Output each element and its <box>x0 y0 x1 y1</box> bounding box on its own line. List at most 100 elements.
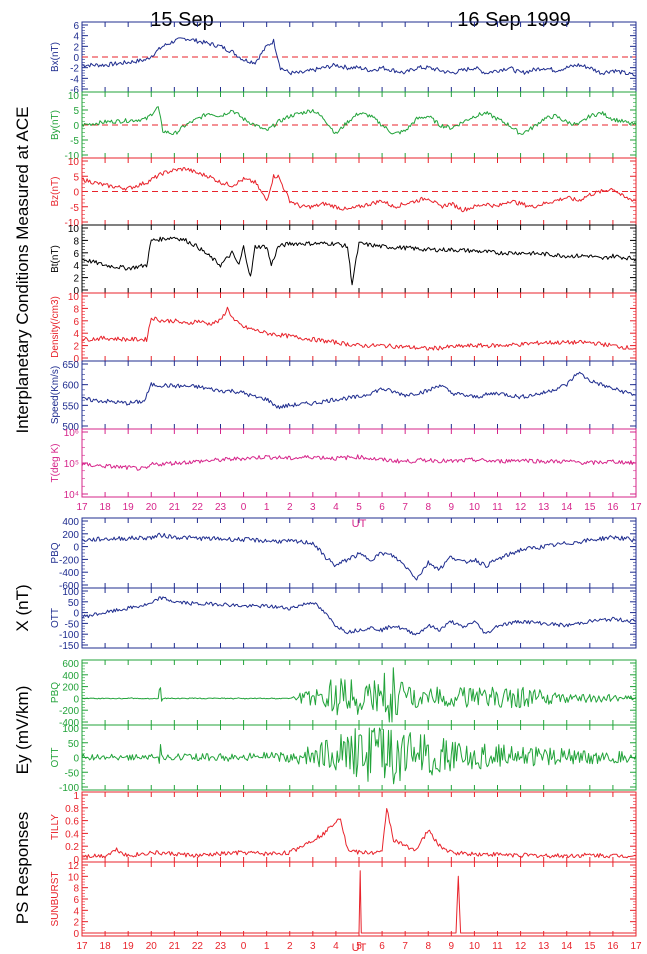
xtick-label: 13 <box>538 941 550 952</box>
ytick-label-bx: 4 <box>73 32 79 43</box>
xtick-label: 3 <box>310 941 316 952</box>
xtick-label: 11 <box>492 502 503 513</box>
xtick-label: 10 <box>469 502 481 513</box>
ytick-label-bt: 2 <box>73 274 79 285</box>
xtick-label: 9 <box>449 502 455 513</box>
series-line-temp <box>81 454 637 471</box>
group-label-ey: Ey (mV/km) <box>13 686 32 775</box>
ylabel-bt: Bt(nT) <box>50 245 61 273</box>
ytick-label-temp: 10⁶ <box>64 428 79 439</box>
x-axis-label-top: UT <box>352 518 367 530</box>
series-line-ott_ey <box>81 727 637 785</box>
series-line-bx <box>81 37 637 77</box>
series-line-density <box>81 306 636 351</box>
date-right: 16 Sep 1999 <box>457 9 570 31</box>
xtick-label: 14 <box>561 941 573 952</box>
ytick-label-bt: 4 <box>73 261 79 272</box>
series-line-bz <box>81 167 637 213</box>
ytick-label-ott_x: -100 <box>59 630 79 641</box>
ytick-label-sunburst: 8 <box>73 884 79 895</box>
ytick-label-tilly: 0.2 <box>65 842 79 853</box>
ytick-label-pbq_ey: 400 <box>62 671 79 682</box>
xtick-label: 8 <box>425 502 431 513</box>
ytick-label-density: 8 <box>73 304 79 315</box>
panel-density: 02 46 810 Density(/cm3) <box>50 292 637 365</box>
ytick-label-ott_x: 50 <box>68 598 80 609</box>
ytick-label-bz: 10 <box>68 157 80 168</box>
ytick-label-bx: -2 <box>70 64 79 75</box>
ytick-label-sunburst: 0 <box>73 929 79 940</box>
xtick-label: 17 <box>76 941 88 952</box>
ytick-label-pbq_x: 0 <box>73 543 79 554</box>
ytick-label-speed: 600 <box>62 381 79 392</box>
xtick-label: 0 <box>241 941 247 952</box>
panel-frame-speed <box>81 360 637 430</box>
ytick-label-bz: -10 <box>65 218 80 229</box>
ytick-label-by: -5 <box>70 136 79 147</box>
series-line-speed <box>81 371 637 410</box>
xtick-label: 4 <box>333 502 339 513</box>
xtick-label: 20 <box>146 502 158 513</box>
panel-frame-bt <box>81 224 637 294</box>
ytick-label-pbq_ey: 0 <box>73 694 79 705</box>
ytick-label-temp: 10⁵ <box>64 459 79 470</box>
xtick-label: 13 <box>538 502 550 513</box>
panels: -6-4-20246Bx(nT)-10-50510By(nT)-10-50510… <box>50 21 642 952</box>
ytick-label-tilly: 0.8 <box>65 804 79 815</box>
xtick-label: 19 <box>123 502 135 513</box>
xtick-label: 4 <box>333 941 339 952</box>
ytick-label-speed: 500 <box>62 422 79 433</box>
ylabel-bx: Bx(nT) <box>50 42 61 72</box>
xtick-label: 2 <box>287 502 293 513</box>
ytick-label-bt: 6 <box>73 249 79 260</box>
group-label-ps: PS Responses <box>13 812 32 924</box>
ytick-label-density: 4 <box>73 329 79 340</box>
ytick-label-pbq_ey: -400 <box>59 718 79 729</box>
ylabel-tilly: TILLY <box>50 814 61 840</box>
xtick-label: 9 <box>449 941 455 952</box>
ytick-label-sunburst: 12 <box>68 861 80 872</box>
xtick-label: 1 <box>264 941 270 952</box>
ytick-label-density: 0 <box>73 354 79 365</box>
ytick-label-by: 10 <box>68 91 80 102</box>
xtick-label: 22 <box>192 941 204 952</box>
xtick-label: 10 <box>469 941 481 952</box>
ytick-label-sunburst: 10 <box>68 872 80 883</box>
panel-bz: -10 -5 0 5 10 Bz(nT) <box>50 157 637 229</box>
xtick-label: 5 <box>356 941 362 952</box>
series-line-bt <box>81 236 637 286</box>
ylabel-ott_ey: OTT <box>50 748 61 768</box>
xtick-label: 23 <box>215 502 227 513</box>
ytick-label-sunburst: 6 <box>73 895 79 906</box>
xtick-label: 22 <box>192 502 204 513</box>
ytick-label-pbq_ey: 600 <box>62 659 79 670</box>
ytick-label-pbq_ey: -200 <box>59 706 79 717</box>
ytick-label-by: -10 <box>65 151 80 162</box>
xtick-label: 16 <box>607 502 619 513</box>
ytick-label-bx: 2 <box>73 42 79 53</box>
ytick-label-tilly: 0.6 <box>65 817 79 828</box>
ytick-label-temp: 10⁴ <box>64 490 79 501</box>
ytick-label-bx: 6 <box>73 21 79 32</box>
series-line-pbq_ey <box>81 667 637 723</box>
ytick-label-bt: 10 <box>68 224 80 235</box>
ytick-label-density: 6 <box>73 317 79 328</box>
x-axis-label-bottom: UT <box>352 942 367 954</box>
ytick-label-bt: 8 <box>73 236 79 247</box>
ylabel-bz: Bz(nT) <box>50 177 61 207</box>
panel-by: -10 -5 0 5 10 By(nT) <box>50 91 637 162</box>
ytick-label-speed: 550 <box>62 401 79 412</box>
ytick-label-bz: -5 <box>70 203 79 214</box>
ylabel-sunburst: SUNBURST <box>50 871 61 926</box>
ytick-label-by: 5 <box>73 106 79 117</box>
xtick-label: 23 <box>215 941 227 952</box>
ytick-label-sunburst: 4 <box>73 906 79 917</box>
ytick-label-sunburst: 2 <box>73 918 79 929</box>
xtick-label: 15 <box>584 502 596 513</box>
xtick-label: 0 <box>241 502 247 513</box>
